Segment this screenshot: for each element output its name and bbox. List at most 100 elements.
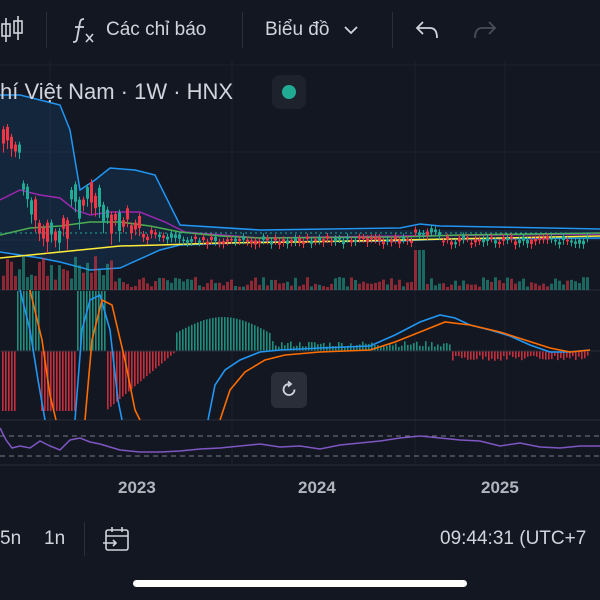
- macd-hist-bar: [95, 291, 97, 351]
- candle-body: [146, 236, 149, 241]
- volume-bar: [458, 285, 461, 290]
- macd-hist-bar: [71, 351, 73, 411]
- volume-bar: [386, 284, 389, 290]
- volume-bar: [18, 269, 21, 290]
- volume-bar: [534, 283, 537, 290]
- macd-hist-bar: [224, 317, 226, 351]
- candle-body: [534, 238, 537, 242]
- macd-hist-bar: [290, 341, 292, 351]
- price-chart[interactable]: [0, 60, 600, 510]
- candle-body: [470, 242, 473, 245]
- volume-bar: [66, 270, 69, 290]
- chart-style-button[interactable]: [0, 0, 30, 60]
- candle-body: [174, 234, 177, 238]
- volume-bar: [482, 277, 485, 290]
- macd-hist-bar: [89, 291, 91, 351]
- macd-hist-bar: [131, 351, 133, 389]
- macd-hist-bar: [515, 351, 517, 359]
- candle-body: [82, 199, 85, 206]
- toolbar-divider: [392, 12, 393, 48]
- chevron-down-icon: [344, 26, 359, 35]
- candle-body: [550, 237, 553, 240]
- volume-bar: [122, 282, 125, 290]
- macd-hist-bar: [386, 345, 388, 351]
- macd-hist-bar: [458, 351, 460, 357]
- volume-bar: [142, 277, 145, 290]
- candle-body: [430, 228, 433, 233]
- candle-body: [582, 240, 585, 245]
- volume-bar: [222, 285, 225, 290]
- macd-hist-bar: [482, 351, 484, 360]
- macd-hist-bar: [566, 351, 568, 358]
- undo-button[interactable]: [414, 0, 440, 60]
- volume-bar: [370, 283, 373, 290]
- volume-bar: [474, 284, 477, 290]
- volume-bar: [46, 275, 49, 290]
- interval-button[interactable]: 5n: [0, 528, 22, 549]
- market-status-button[interactable]: [272, 75, 306, 109]
- macd-hist-bar: [347, 345, 349, 351]
- candle-body: [510, 236, 513, 239]
- volume-bar: [234, 285, 237, 290]
- macd-hist-bar: [143, 351, 145, 379]
- volume-bar: [442, 283, 445, 290]
- volume-bar: [206, 283, 209, 290]
- candle-body: [178, 234, 181, 239]
- macd-hist-bar: [311, 342, 313, 351]
- candle-body: [190, 239, 193, 242]
- home-indicator: [133, 580, 467, 587]
- candle-body: [402, 236, 405, 240]
- candle-body: [326, 236, 329, 239]
- macd-hist-bar: [416, 341, 418, 351]
- candle-body: [218, 241, 221, 244]
- candle-body: [358, 236, 361, 239]
- candle-body: [30, 200, 33, 215]
- ma-yellow-line: [0, 235, 600, 259]
- candle-body: [478, 239, 481, 242]
- candle-body: [310, 240, 313, 244]
- indicators-button[interactable]: Các chỉ báo: [70, 0, 206, 60]
- macd-hist-bar: [137, 351, 139, 384]
- macd-hist-bar: [35, 291, 37, 351]
- volume-bar: [334, 278, 337, 290]
- macd-hist-bar: [11, 351, 13, 411]
- macd-hist-bar: [413, 343, 415, 351]
- candle-body: [210, 236, 213, 241]
- candle-body: [578, 239, 581, 244]
- volume-bar: [286, 281, 289, 290]
- macd-hist-bar: [68, 351, 70, 411]
- candle-body: [138, 215, 141, 228]
- macd-hist-bar: [128, 351, 130, 392]
- candle-body: [70, 189, 73, 200]
- reset-chart-button[interactable]: [271, 372, 307, 408]
- candle-body: [554, 239, 557, 242]
- chart-type-dropdown[interactable]: Biểu đồ: [265, 0, 359, 60]
- redo-button[interactable]: [472, 0, 498, 60]
- volume-bar: [438, 283, 441, 290]
- candle-body: [518, 240, 521, 244]
- go-to-date-button[interactable]: [103, 510, 133, 568]
- timezone-clock[interactable]: 09:44:31 (UTC+7: [440, 528, 587, 549]
- candle-body: [342, 240, 345, 245]
- macd-hist-bar: [152, 351, 154, 372]
- volume-bar: [374, 282, 377, 290]
- home-indicator-area: [0, 568, 600, 600]
- macd-hist-bar: [218, 317, 220, 351]
- candle-body: [298, 237, 301, 242]
- candle-body: [278, 241, 281, 245]
- market-status-dot: [282, 85, 296, 99]
- candle-body: [214, 237, 217, 241]
- candle-body: [270, 241, 273, 245]
- macd-hist-bar: [329, 342, 331, 351]
- candle-body: [22, 183, 25, 190]
- macd-hist-bar: [17, 291, 19, 351]
- symbol-legend[interactable]: hí Việt Nam · 1W · HNX: [0, 78, 233, 106]
- volume-bar: [546, 286, 549, 290]
- candle-body: [50, 222, 53, 235]
- candle-body: [78, 199, 81, 219]
- volume-bar: [522, 278, 525, 290]
- macd-hist-bar: [2, 351, 4, 411]
- macd-hist-bar: [278, 346, 280, 351]
- interval-button[interactable]: 1n: [44, 528, 66, 549]
- volume-bar: [6, 259, 9, 290]
